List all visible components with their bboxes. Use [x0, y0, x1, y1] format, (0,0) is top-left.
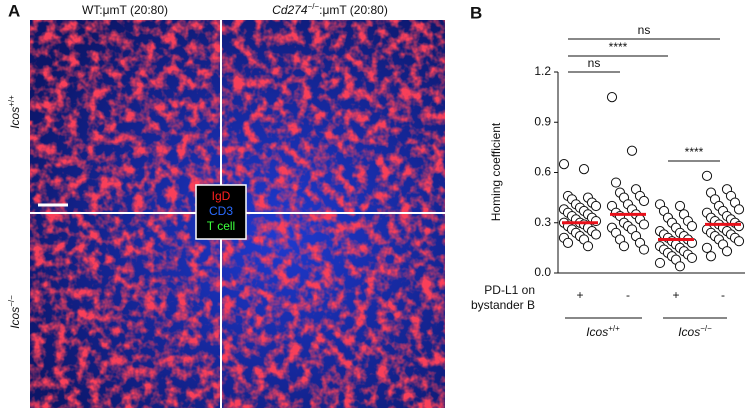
group-label: Icos+/+ [586, 324, 620, 339]
x-tick-label: - [721, 288, 725, 302]
legend-box [195, 184, 247, 240]
row-gene: Icos [8, 107, 22, 129]
legend-label: T cell [207, 219, 235, 233]
group-gene: Icos [678, 325, 700, 339]
header-part: WT:μmT (20:80) [82, 3, 168, 17]
data-point [618, 241, 630, 252]
sig-label: **** [685, 145, 704, 159]
y-tick-label: 0.9 [534, 114, 551, 128]
sig-label: **** [609, 40, 628, 54]
data-point [590, 215, 602, 227]
panel-letter: A [8, 1, 20, 20]
data-point [701, 242, 713, 253]
data-point [733, 221, 745, 232]
y-tick-label: 0.6 [534, 165, 551, 179]
x-tick-label: - [626, 288, 630, 302]
header-part: Cd274 [272, 3, 308, 17]
data-point [686, 221, 698, 232]
group-sup: −/− [700, 324, 712, 333]
data-point [721, 246, 733, 257]
column-header: Cd274−/−:μmT (20:80) [272, 2, 388, 17]
row-gene: Icos [8, 307, 22, 329]
sig-label: ns [638, 23, 651, 37]
group-label: Icos−/− [678, 324, 712, 339]
data-point [558, 159, 570, 170]
y-tick-label: 0.3 [534, 215, 551, 229]
data-point [674, 200, 686, 212]
y-tick-label: 1.2 [534, 64, 551, 78]
data-point [590, 200, 602, 212]
data-point [638, 244, 650, 255]
data-point [626, 145, 638, 156]
dot-plot: B Homing coefficient PD-L1 on bystander … [470, 3, 745, 339]
micrographs: IgD CD3 T cell [30, 20, 445, 408]
data-point [590, 229, 602, 240]
header-part: −/− [308, 2, 320, 11]
header-part: :μmT (20:80) [319, 3, 388, 17]
legend-label: IgD [212, 189, 231, 203]
row-sup: +/+ [7, 95, 16, 107]
group-sup: +/+ [608, 324, 620, 333]
data-point [562, 237, 574, 248]
x-tick-label: + [576, 288, 583, 302]
column-header: WT:μmT (20:80) [82, 3, 168, 17]
group-gene: Icos [586, 325, 608, 339]
data-point [638, 219, 650, 230]
data-point [606, 92, 618, 103]
panel-letter: B [470, 3, 482, 22]
data-point [582, 241, 594, 252]
data-point [733, 204, 745, 215]
data-point [638, 195, 650, 207]
data-point [674, 261, 686, 272]
sig-label: ns [588, 56, 601, 70]
data-point [701, 170, 713, 181]
row-sup: −/− [7, 295, 16, 307]
x-axis-label: bystander B [471, 298, 535, 312]
y-tick-label: 0.0 [534, 265, 551, 279]
data-point [610, 177, 622, 188]
data-point [654, 257, 666, 269]
x-axis-label: PD-L1 on [484, 283, 535, 297]
row-label: Icos−/− [7, 295, 22, 329]
legend-label: CD3 [209, 204, 233, 218]
y-axis-label: Homing coefficient [489, 122, 503, 221]
data-point [578, 164, 590, 175]
row-label: Icos+/+ [7, 95, 22, 129]
data-point [705, 251, 717, 262]
data-point [733, 236, 745, 247]
x-tick-label: + [672, 288, 679, 302]
data-point [686, 252, 698, 264]
